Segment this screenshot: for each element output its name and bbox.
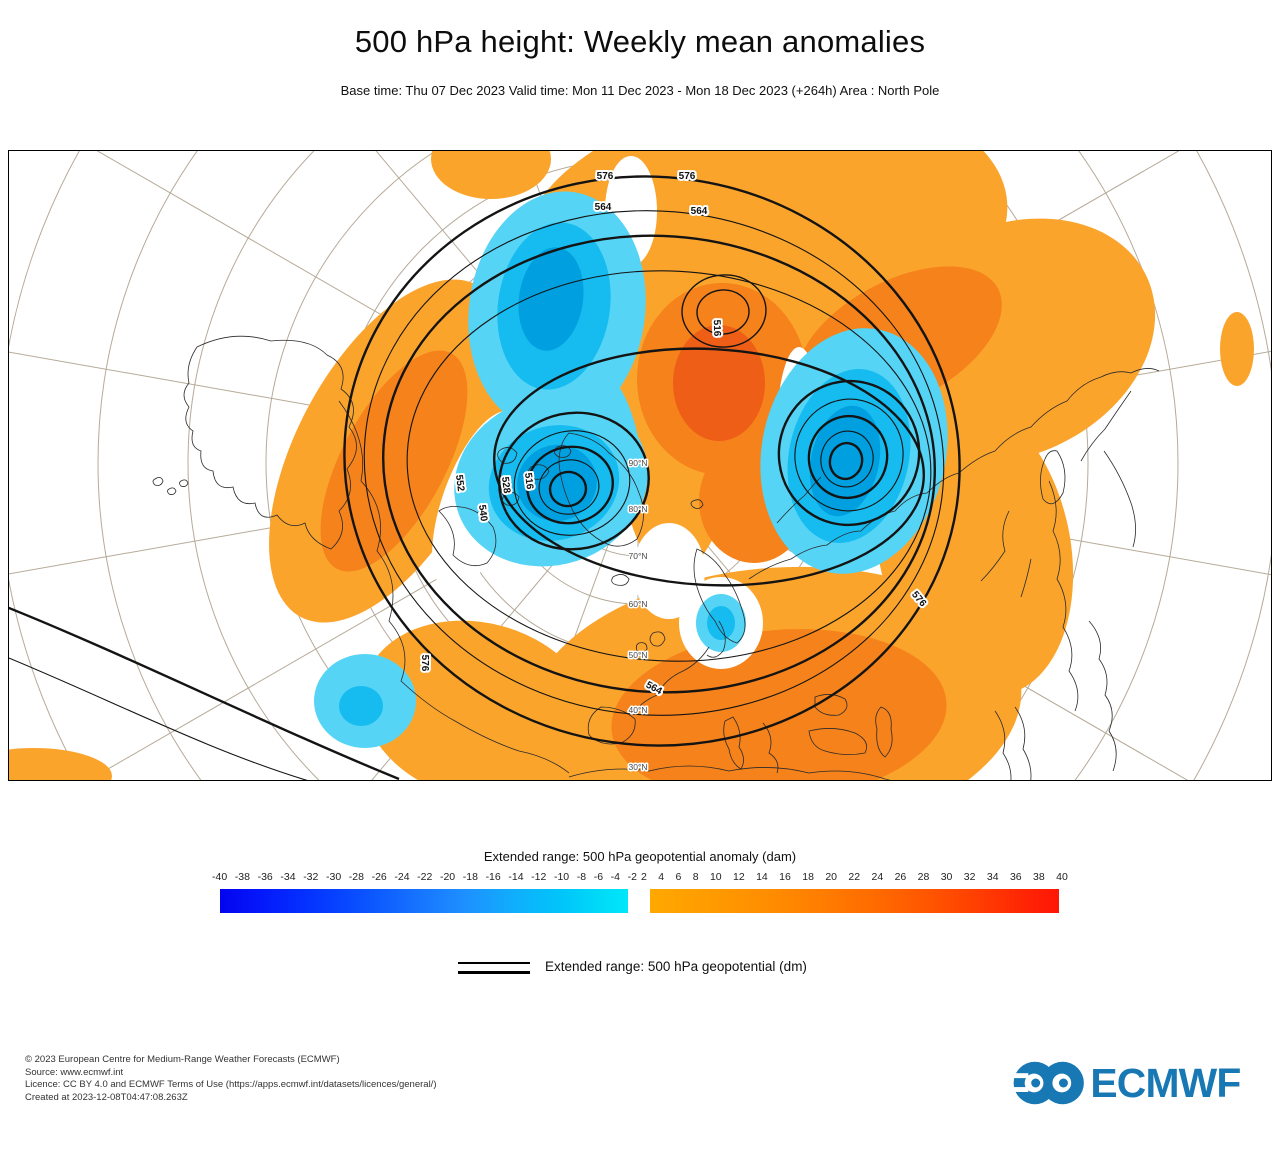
tick-label: -22 <box>417 871 433 883</box>
latitude-label: 70°N <box>629 551 648 561</box>
ecmwf-logo: ECMWF <box>1010 1058 1257 1113</box>
contour-legend-label: Extended range: 500 hPa geopotential (dm… <box>545 959 807 974</box>
tick-label: 12 <box>733 871 745 883</box>
contour-label: 528 <box>499 476 512 494</box>
tick-label: 28 <box>917 871 930 883</box>
contour-label: 576 <box>419 655 430 672</box>
tick-label: 30 <box>940 871 953 883</box>
polar-anomaly-map: 576 576 564 564 516 552 540 528 516 576 … <box>8 150 1272 781</box>
tick-label: 32 <box>963 871 976 883</box>
southern-contour-arcs <box>9 606 400 780</box>
latitude-label: 30°N <box>629 762 648 772</box>
page-subtitle: Base time: Thu 07 Dec 2023 Valid time: M… <box>340 83 940 98</box>
tick-label: -26 <box>371 871 387 883</box>
colorbar-positive-gradient <box>650 889 1059 913</box>
tick-label: -16 <box>485 871 501 883</box>
tick-label: 18 <box>802 871 814 883</box>
anomaly-ticks-negative: -40 -38 -36 -34 -32 -30 -28 -26 -24 -22 -20 -18 -16-… <box>212 871 637 883</box>
contour-label: 576 <box>597 171 614 182</box>
tick-label: -4 <box>610 871 620 883</box>
tick-label: -32 <box>303 871 319 883</box>
latitude-label: 40°N <box>629 705 648 715</box>
thin-contour-line <box>458 962 530 964</box>
tick-label: -20 <box>439 871 456 883</box>
tick-label: 24 <box>871 871 884 883</box>
contour-label: 564 <box>595 202 612 213</box>
footer-attribution: © 2023 European Centre for Medium-Range … <box>25 1054 437 1104</box>
contour-label: 552 <box>453 474 466 492</box>
tick-label: -10 <box>553 871 570 883</box>
contour-legend-symbol <box>458 960 530 974</box>
latitude-label: 50°N <box>629 650 648 660</box>
latitude-label: 90°N <box>629 458 648 468</box>
source-line: Source: www.ecmwf.int <box>25 1066 124 1078</box>
anomaly-ticks-positive: 2 4 6 8 10 12 14 16 18 20 22 24 26 28 30 32 34 36 38 40 <box>641 871 1068 883</box>
tick-label: -8 <box>576 871 587 883</box>
tick-label: -40 <box>212 871 228 883</box>
tick-label: -38 <box>234 871 250 883</box>
thick-contour-line <box>458 971 530 974</box>
colorbar-negative-gradient <box>220 889 628 913</box>
tick-label: 36 <box>1009 871 1022 883</box>
tick-label: -30 <box>325 871 342 883</box>
tick-label: 14 <box>756 871 768 883</box>
tick-label: 34 <box>986 871 999 883</box>
tick-label: 20 <box>825 871 838 883</box>
tick-label: -18 <box>462 871 478 883</box>
tick-label: 8 <box>692 871 699 883</box>
tick-label: 10 <box>709 871 722 883</box>
tick-label: -34 <box>280 871 296 883</box>
contour-label: 564 <box>691 206 708 217</box>
contour-label: 540 <box>476 504 489 522</box>
page-title: 500 hPa height: Weekly mean anomalies <box>354 24 926 59</box>
anomaly-shading <box>9 151 1254 780</box>
licence-line: Licence: CC BY 4.0 and ECMWF Terms of Us… <box>25 1079 437 1091</box>
tick-label: -6 <box>593 871 604 883</box>
contour-label: 516 <box>711 319 723 336</box>
tick-label: -14 <box>508 871 524 883</box>
ecmwf-logo-icon <box>1010 1061 1084 1105</box>
tick-label: 40 <box>1056 871 1068 883</box>
latitude-label: 60°N <box>629 599 648 609</box>
latitude-label: 80°N <box>629 504 648 514</box>
copyright-line: © 2023 European Centre for Medium-Range … <box>25 1054 340 1065</box>
contour-label: 576 <box>679 171 696 182</box>
geopotential-contours <box>343 175 961 747</box>
created-line: Created at 2023-12-08T04:47:08.263Z <box>25 1091 188 1103</box>
tick-label: 26 <box>894 871 907 883</box>
tick-label: -2 <box>627 871 637 883</box>
tick-label: -28 <box>348 871 364 883</box>
tick-label: -12 <box>531 871 547 883</box>
tick-label: 22 <box>848 871 861 883</box>
tick-label: 2 <box>641 871 647 883</box>
tick-label: -24 <box>394 871 410 883</box>
colorbar-title: Extended range: 500 hPa geopotential ano… <box>483 849 797 864</box>
ecmwf-logo-text: ECMWF <box>1090 1060 1240 1106</box>
tick-label: 4 <box>658 871 665 883</box>
contour-label: 516 <box>522 472 535 490</box>
tick-label: 38 <box>1033 871 1045 883</box>
tick-label: 16 <box>779 871 791 883</box>
contour-labels: 576 576 564 564 516 552 540 528 516 576 … <box>417 169 930 699</box>
tick-label: 6 <box>675 871 682 883</box>
latitude-labels: 90°N 80°N 70°N 60°N 50°N 40°N 30°N <box>627 457 649 774</box>
tick-label: -36 <box>257 871 273 883</box>
